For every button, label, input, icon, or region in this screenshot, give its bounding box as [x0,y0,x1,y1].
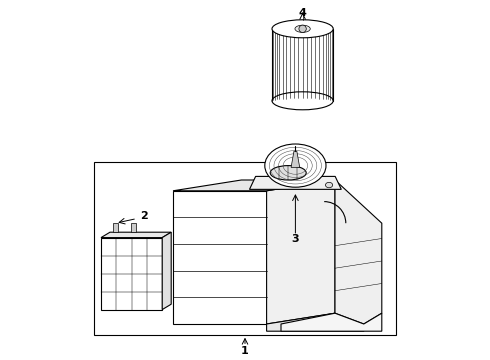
Polygon shape [173,191,267,324]
Circle shape [299,25,306,32]
Bar [101,238,162,310]
Text: 1: 1 [241,346,249,356]
Ellipse shape [270,166,306,180]
Bar [94,162,396,335]
Polygon shape [291,151,300,167]
Polygon shape [267,180,335,324]
Polygon shape [173,180,335,191]
Polygon shape [162,232,171,310]
Polygon shape [281,313,382,331]
Polygon shape [267,313,364,331]
Bar [130,223,136,232]
Polygon shape [249,176,342,189]
Text: 2: 2 [140,211,148,221]
Ellipse shape [272,92,333,110]
Ellipse shape [272,20,333,38]
Ellipse shape [325,182,333,188]
Polygon shape [101,232,171,238]
Text: 3: 3 [292,234,299,244]
Text: 4: 4 [299,8,307,18]
Polygon shape [335,180,382,324]
Ellipse shape [295,25,310,32]
Bar [113,223,118,232]
Ellipse shape [265,144,326,187]
